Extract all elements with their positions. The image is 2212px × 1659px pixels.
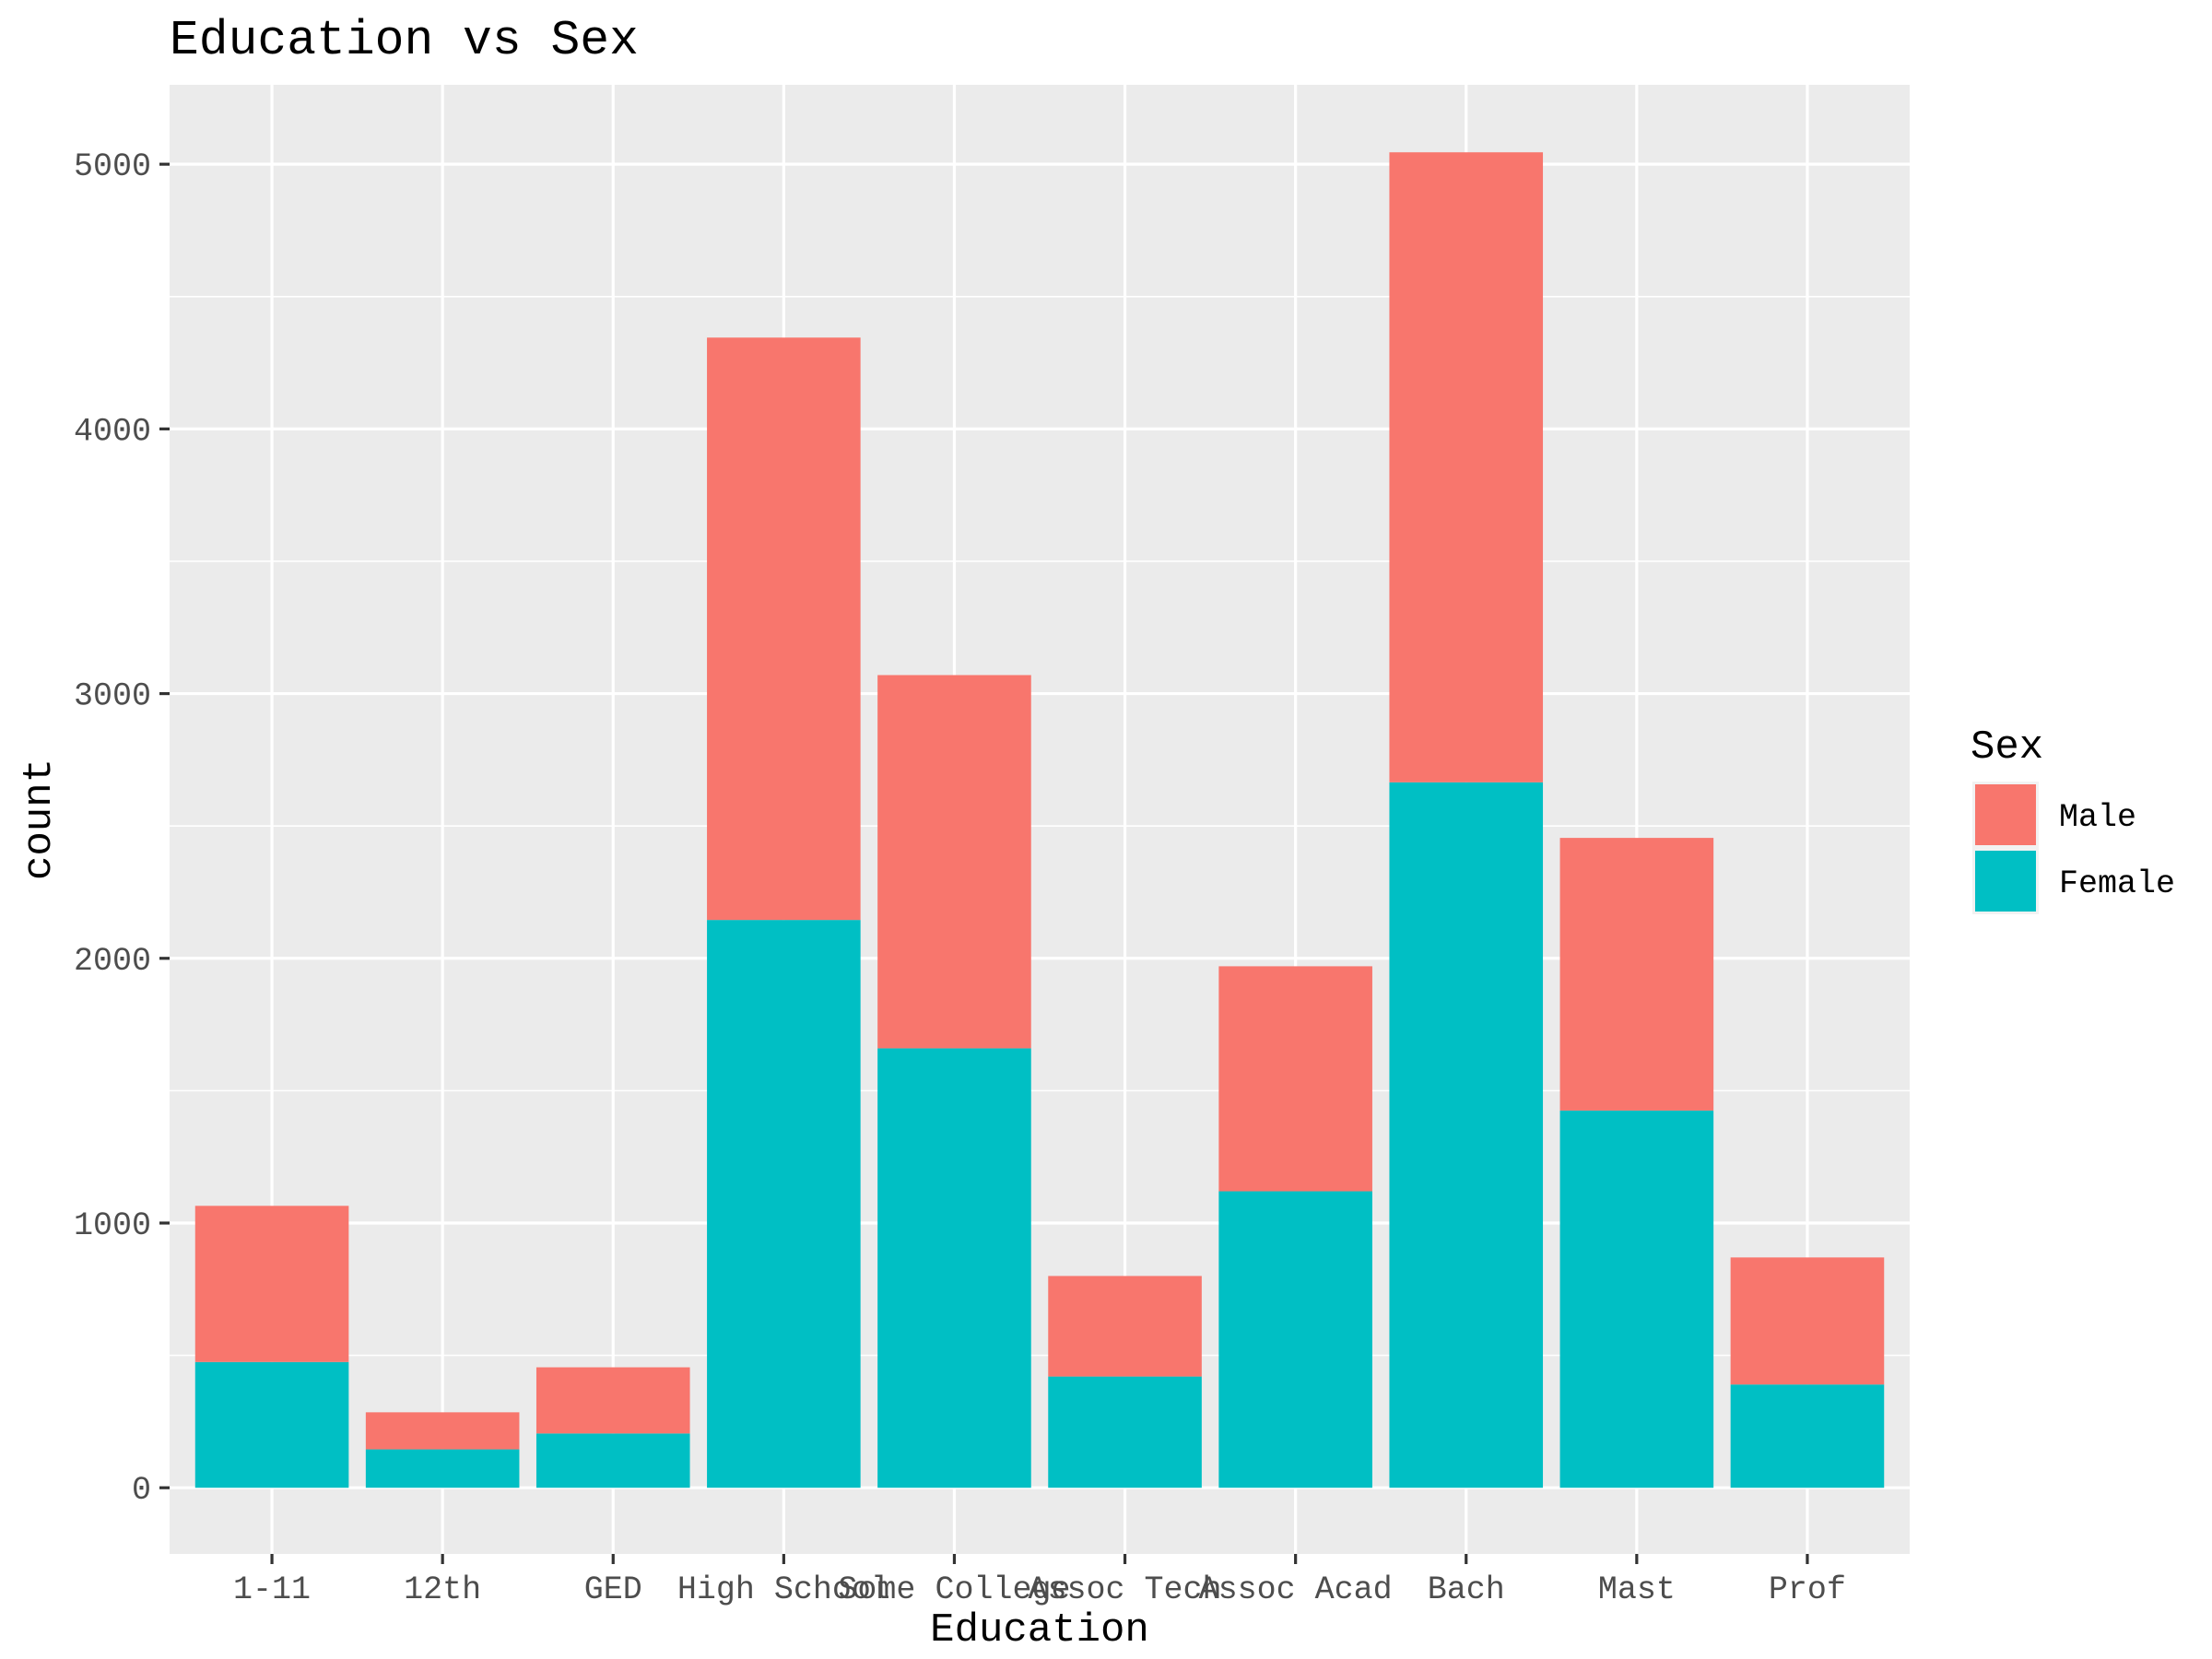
bar-female-8 [1389, 782, 1544, 1488]
x-tick-label: Some College [838, 1571, 1070, 1608]
bar-female-1 [194, 1361, 349, 1488]
bar-female-4 [707, 920, 861, 1488]
y-tick-label: 1000 [74, 1207, 151, 1244]
bar-male-6 [1048, 1276, 1202, 1377]
bar-male-7 [1218, 966, 1372, 1192]
bar-male-3 [535, 1367, 690, 1434]
y-axis: 0 1000 2000 3000 4000 5000 [74, 148, 170, 1509]
y-tick-label: 0 [132, 1472, 151, 1509]
legend-label-male: Male [2059, 799, 2136, 836]
bar-female-10 [1730, 1384, 1885, 1488]
bar-male-5 [877, 675, 1031, 1049]
legend-title: Sex [1971, 724, 2043, 771]
bar-male-10 [1730, 1257, 1885, 1385]
bar-male-9 [1559, 838, 1714, 1111]
bar-female-9 [1559, 1110, 1714, 1488]
x-tick-label: Assoc Acad [1199, 1571, 1393, 1608]
legend-label-female: Female [2059, 865, 2175, 902]
legend-swatch-male [1975, 784, 2036, 845]
bar-female-5 [877, 1048, 1031, 1488]
bar-female-3 [535, 1433, 690, 1488]
bar-male-2 [365, 1412, 520, 1450]
bars [194, 152, 1885, 1488]
legend: Sex Male Female [1971, 724, 2175, 914]
y-tick-label: 4000 [74, 413, 151, 450]
y-tick-label: 5000 [74, 148, 151, 185]
bar-female-6 [1048, 1376, 1202, 1488]
x-tick-label: Assoc Tech [1029, 1571, 1222, 1608]
bar-male-4 [707, 337, 861, 921]
x-tick-label: GED [584, 1571, 642, 1608]
x-tick-label: High School [677, 1571, 890, 1608]
bar-male-8 [1389, 152, 1544, 782]
legend-items: Male Female [1972, 782, 2175, 914]
y-axis-title: count [17, 759, 63, 880]
bar-male-1 [194, 1206, 349, 1362]
bar-female-7 [1218, 1191, 1372, 1488]
x-tick-label: Bach [1428, 1571, 1505, 1608]
y-tick-label: 3000 [74, 678, 151, 715]
y-tick-label: 2000 [74, 943, 151, 980]
chart-title: Education vs Sex [170, 13, 639, 68]
x-tick-label: 1-11 [233, 1571, 311, 1608]
x-tick-label: 12th [404, 1571, 481, 1608]
x-axis-title: Education [930, 1607, 1149, 1653]
legend-swatch-female [1975, 851, 2036, 912]
bar-female-2 [365, 1449, 520, 1488]
x-tick-label: Prof [1769, 1571, 1846, 1608]
x-tick-label: Mast [1598, 1571, 1676, 1608]
